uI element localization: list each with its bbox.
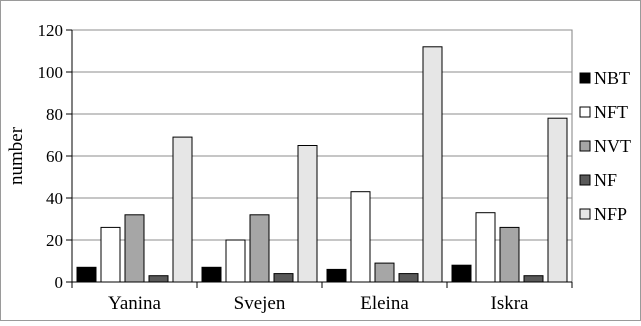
legend-swatch-nft [579, 106, 591, 118]
bar-nft-iskra [475, 212, 496, 283]
legend-label-nbt: NBT [594, 68, 630, 88]
y-axis-title: number [6, 126, 27, 185]
y-tick-label: 120 [38, 21, 64, 40]
legend: NBT NFT NVT NF NFP [579, 68, 631, 224]
y-tick-label: 20 [46, 231, 63, 250]
bar-nf-iskra [523, 275, 544, 283]
bar-nvt-eleina [374, 262, 395, 283]
legend-label-nf: NF [594, 170, 617, 190]
bar-nbt-yanina [76, 266, 97, 283]
bar-nvt-yanina [124, 214, 145, 283]
bar-nft-yanina [100, 226, 121, 283]
bar-nbt-eleina [326, 268, 347, 283]
legend-label-nvt: NVT [594, 136, 631, 156]
y-tick-label: 40 [46, 189, 63, 208]
bar-nfp-iskra [547, 117, 568, 283]
bar-nf-yanina [148, 275, 169, 283]
bar-nft-svejen [225, 239, 246, 283]
bar-nft-eleina [350, 191, 371, 283]
legend-swatch-nbt [579, 72, 591, 84]
x-category-label: Svejen [234, 293, 286, 314]
bars [76, 46, 568, 283]
legend-swatch-nfp [579, 208, 591, 220]
bar-nfp-svejen [297, 145, 318, 283]
x-category-label: Yanina [108, 293, 162, 314]
bar-nfp-yanina [172, 136, 193, 283]
bar-nbt-iskra [451, 264, 472, 283]
legend-swatch-nvt [579, 140, 591, 152]
bar-nf-svejen [273, 273, 294, 283]
gridlines [72, 29, 572, 241]
y-tick-label: 0 [55, 273, 64, 292]
legend-label-nfp: NFP [594, 204, 627, 224]
y-tick-label: 60 [46, 147, 63, 166]
x-category-label: Iskra [491, 293, 530, 314]
bar-nbt-svejen [201, 266, 222, 283]
bar-nvt-iskra [499, 226, 520, 283]
bar-nvt-svejen [249, 214, 270, 283]
axes: 0 20 40 60 80 100 120 Yanina Svejen Eleina Iskra [38, 21, 573, 314]
y-tick-label: 80 [46, 105, 63, 124]
legend-swatch-nf [579, 174, 591, 186]
y-tick-label: 100 [38, 63, 64, 82]
bar-nf-eleina [398, 273, 419, 283]
x-category-label: Eleina [360, 293, 409, 314]
bar-nfp-eleina [422, 46, 443, 283]
legend-label-nft: NFT [594, 102, 628, 122]
